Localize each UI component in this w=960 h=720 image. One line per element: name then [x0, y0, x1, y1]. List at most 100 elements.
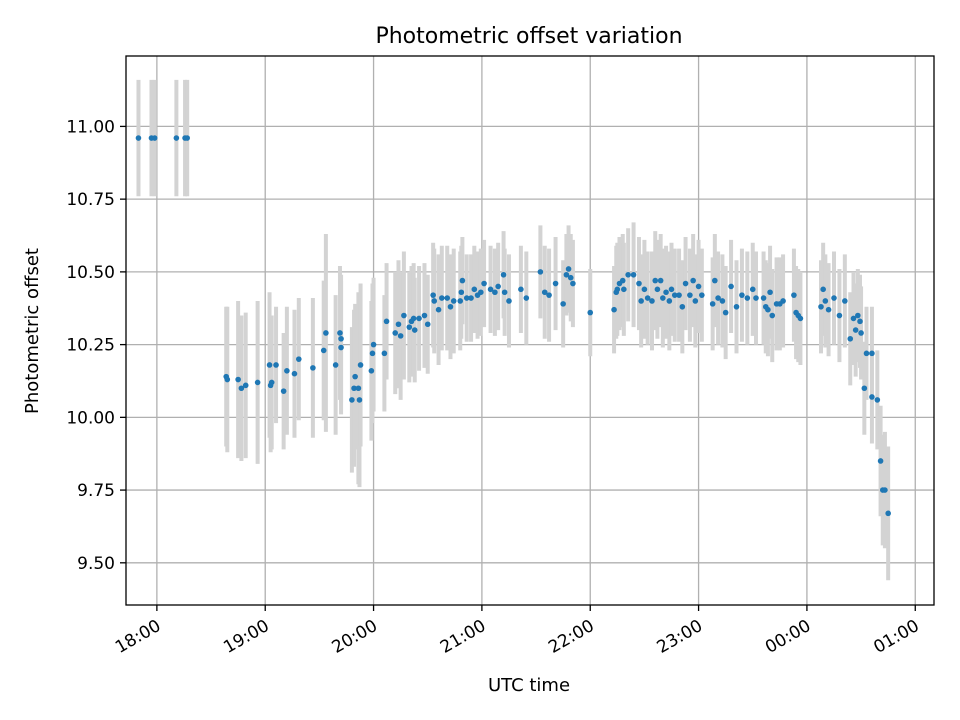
data-point — [352, 373, 358, 380]
data-point — [266, 362, 273, 368]
y-tick-label: 10.25 — [66, 336, 115, 356]
data-point — [457, 298, 464, 304]
data-point — [370, 341, 377, 348]
data-point — [885, 510, 891, 517]
data-point — [320, 347, 327, 354]
data-point — [825, 306, 832, 313]
data-point — [397, 333, 404, 339]
data-point — [481, 280, 487, 287]
data-point — [401, 312, 407, 319]
data-point — [858, 330, 864, 336]
data-point — [368, 367, 375, 374]
data-point — [238, 385, 245, 392]
data-point — [284, 367, 290, 374]
data-point — [641, 286, 648, 293]
data-point — [421, 312, 428, 319]
data-point — [722, 309, 729, 316]
data-point — [224, 376, 231, 383]
data-point — [695, 283, 702, 290]
data-point — [822, 298, 829, 304]
y-tick-label: 10.00 — [66, 408, 115, 428]
data-point — [506, 298, 512, 304]
data-point — [744, 295, 751, 301]
data-point — [291, 370, 298, 377]
y-tick-label: 9.50 — [77, 554, 115, 574]
data-point — [630, 271, 637, 278]
data-point — [682, 280, 689, 287]
data-point — [537, 269, 544, 275]
data-point — [184, 135, 191, 141]
data-point — [337, 330, 343, 336]
data-point — [649, 298, 655, 304]
data-point — [625, 271, 631, 278]
data-point — [621, 286, 627, 293]
data-point — [439, 295, 445, 301]
data-point — [500, 271, 507, 278]
data-point — [468, 295, 474, 301]
data-point — [268, 379, 275, 386]
data-point — [690, 277, 696, 284]
data-point — [450, 298, 457, 304]
data-point — [349, 397, 355, 403]
data-point — [338, 344, 344, 351]
data-point — [863, 350, 870, 357]
data-point — [687, 292, 693, 298]
data-point — [850, 315, 857, 322]
data-point — [831, 295, 837, 301]
y-axis-label: Photometric offset — [22, 248, 43, 414]
data-point — [567, 274, 574, 281]
data-point — [654, 286, 661, 293]
data-point — [852, 327, 859, 333]
data-point — [733, 303, 740, 310]
data-point — [356, 397, 363, 403]
data-point — [518, 286, 524, 293]
data-point — [273, 362, 279, 368]
data-point — [855, 312, 861, 319]
data-point — [541, 289, 548, 296]
data-point — [323, 330, 329, 336]
data-point — [847, 335, 854, 342]
data-point — [296, 356, 302, 362]
data-point — [444, 295, 451, 301]
data-point — [242, 382, 249, 389]
data-point — [458, 289, 465, 296]
data-point — [357, 362, 364, 368]
data-point — [614, 286, 621, 293]
data-point — [638, 298, 644, 304]
data-point — [471, 286, 478, 293]
data-point — [668, 286, 675, 293]
data-point — [749, 286, 756, 293]
data-point — [719, 298, 726, 304]
data-point — [565, 266, 572, 272]
data-point — [135, 135, 142, 141]
data-point — [791, 292, 797, 298]
data-point — [857, 318, 863, 325]
data-point — [355, 385, 362, 392]
data-point — [836, 312, 843, 319]
data-point — [369, 350, 376, 357]
data-point — [797, 315, 804, 322]
data-point — [652, 277, 659, 284]
y-tick-label: 9.75 — [77, 481, 115, 501]
data-point — [570, 280, 576, 287]
data-point — [780, 298, 786, 304]
data-point — [753, 295, 759, 301]
data-point — [459, 277, 466, 284]
data-point — [728, 283, 734, 290]
data-point — [874, 397, 881, 403]
data-point — [435, 306, 442, 313]
data-point — [338, 335, 344, 342]
data-point — [381, 350, 388, 357]
data-point — [699, 292, 705, 298]
data-point — [877, 458, 884, 464]
plot-frame — [125, 55, 935, 606]
x-axis-label: UTC time — [488, 675, 570, 696]
data-point — [332, 362, 339, 368]
data-point — [760, 295, 767, 301]
data-point — [501, 289, 508, 296]
data-point — [636, 280, 642, 287]
data-point — [406, 324, 413, 330]
data-point — [492, 289, 498, 296]
data-points — [135, 135, 891, 517]
